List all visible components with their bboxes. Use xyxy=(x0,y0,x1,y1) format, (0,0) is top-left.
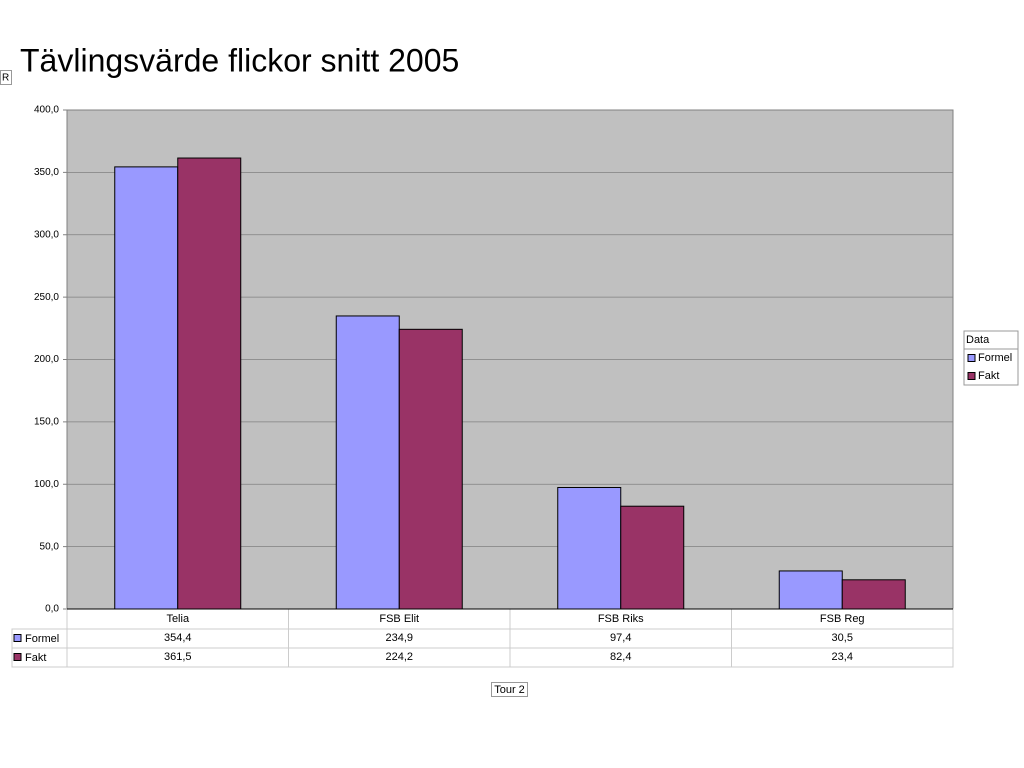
table-legend-key xyxy=(13,634,22,642)
y-tick-label: 150,0 xyxy=(34,417,59,428)
legend-label: Fakt xyxy=(978,370,999,382)
table-value: 30,5 xyxy=(832,632,853,644)
y-tick-label: 50,0 xyxy=(40,541,60,552)
bar xyxy=(398,328,463,610)
bar xyxy=(841,579,906,610)
x-tick-label: FSB Riks xyxy=(598,613,644,625)
table-series-name: Fakt xyxy=(25,652,46,664)
bar xyxy=(778,570,843,610)
bar xyxy=(177,157,242,610)
table-value: 361,5 xyxy=(164,651,192,663)
x-tick-label: FSB Elit xyxy=(379,613,419,625)
y-tick-label: 100,0 xyxy=(34,479,59,490)
bar xyxy=(335,315,400,610)
x-tick-label: FSB Reg xyxy=(820,613,865,625)
legend-key xyxy=(967,354,976,362)
y-tick-label: 300,0 xyxy=(34,229,59,240)
chart-title: Tävlingsvärde flickor snitt 2005 xyxy=(20,42,459,78)
table-value: 224,2 xyxy=(385,651,413,663)
table-value: 23,4 xyxy=(832,651,853,663)
y-tick-label: 350,0 xyxy=(34,167,59,178)
legend-key xyxy=(967,372,976,380)
x-axis-label: Tour 2 xyxy=(494,684,525,696)
bar xyxy=(620,505,685,610)
table-value: 234,9 xyxy=(385,632,413,644)
table-series-name: Formel xyxy=(25,633,59,645)
corner-label: R xyxy=(2,73,9,84)
y-tick-label: 200,0 xyxy=(34,354,59,365)
legend-label: Formel xyxy=(978,352,1012,364)
bar xyxy=(114,166,179,610)
y-tick-label: 400,0 xyxy=(34,105,59,116)
bar xyxy=(557,486,622,610)
table-value: 354,4 xyxy=(164,632,192,644)
legend-title: Data xyxy=(966,334,990,346)
y-tick-label: 250,0 xyxy=(34,292,59,303)
corner-box xyxy=(0,70,12,85)
x-label-box xyxy=(491,682,528,697)
table-legend-key xyxy=(13,653,22,661)
x-tick-label: Telia xyxy=(166,613,190,625)
table-value: 82,4 xyxy=(610,651,631,663)
y-tick-label: 0,0 xyxy=(45,604,59,615)
table-value: 97,4 xyxy=(610,632,631,644)
